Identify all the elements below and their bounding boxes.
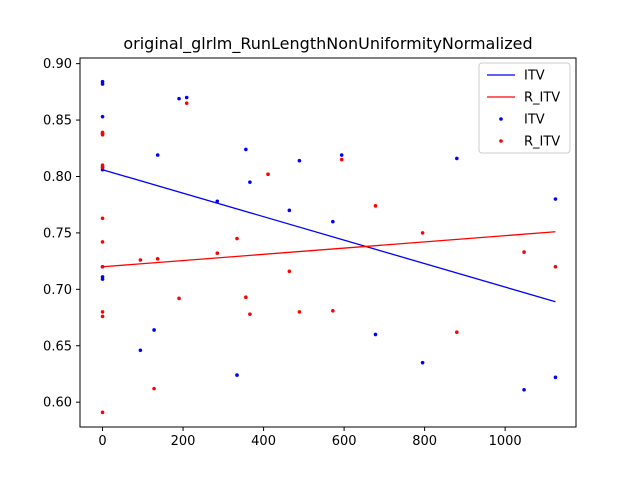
data-point-itv — [100, 82, 105, 86]
data-point-r-itv — [331, 308, 335, 313]
data-point-r-itv — [522, 250, 526, 254]
data-point-r-itv — [100, 240, 105, 244]
y-tick-label: 0.85 — [43, 114, 72, 129]
data-point-itv — [420, 360, 425, 365]
y-tick-label: 0.65 — [43, 339, 72, 354]
legend-marker-swatch — [499, 117, 503, 121]
legend-entry-label: R_ITV — [524, 135, 560, 150]
y-tick-label: 0.90 — [43, 57, 72, 72]
data-point-r-itv — [100, 132, 105, 137]
x-tick-label: 800 — [412, 434, 437, 449]
data-point-itv — [184, 95, 189, 100]
legend-box — [478, 62, 571, 154]
data-point-itv — [331, 219, 335, 224]
x-tick-label: 600 — [332, 434, 357, 449]
data-point-itv — [155, 153, 160, 157]
data-point-itv — [455, 156, 459, 161]
x-tick-label: 0 — [98, 434, 106, 449]
data-point-r-itv — [100, 310, 105, 314]
y-tick-label: 0.70 — [43, 283, 72, 298]
data-point-itv — [138, 348, 143, 353]
data-point-itv — [177, 96, 181, 101]
data-point-r-itv — [100, 314, 105, 319]
data-point-r-itv — [184, 101, 189, 105]
data-point-r-itv — [420, 231, 425, 235]
data-point-itv — [287, 208, 292, 213]
data-point-itv — [248, 180, 252, 184]
data-point-r-itv — [266, 172, 270, 177]
y-tick-label: 0.80 — [43, 170, 72, 185]
data-point-itv — [522, 387, 526, 392]
data-point-itv — [553, 375, 558, 380]
legend-entry-label: ITV — [524, 113, 545, 128]
x-tick-label: 400 — [251, 434, 276, 449]
data-point-r-itv — [100, 264, 105, 269]
data-point-r-itv — [235, 236, 239, 241]
data-point-r-itv — [155, 257, 160, 261]
legend-entry-label: R_ITV — [524, 91, 560, 106]
data-point-itv — [100, 277, 105, 281]
x-tick-label: 200 — [171, 434, 196, 449]
data-point-r-itv — [100, 410, 105, 415]
data-point-r-itv — [177, 296, 181, 301]
axes-frame — [79, 57, 577, 428]
plot-area: 0 200 400 600 800 1000 0.60 0.65 0.70 0.75 0.80 0.8… — [43, 57, 577, 449]
legend-entry-label: ITV — [524, 69, 545, 84]
data-point-itv — [373, 332, 378, 337]
data-point-r-itv — [138, 258, 143, 262]
x-tick-label: 1000 — [489, 434, 522, 449]
data-point-r-itv — [287, 269, 292, 274]
chart-title: original_glrlm_RunLengthNonUniformityNor… — [123, 34, 532, 54]
data-point-itv — [100, 114, 105, 119]
fit-line-r-itv — [102, 231, 556, 268]
data-point-r-itv — [297, 310, 302, 314]
legend-marker-swatch — [499, 139, 503, 143]
data-point-r-itv — [553, 264, 558, 269]
data-point-r-itv — [339, 157, 344, 162]
data-point-r-itv — [455, 330, 459, 335]
data-point-itv — [297, 158, 302, 163]
y-tick-label: 0.60 — [43, 396, 72, 411]
data-point-r-itv — [244, 295, 248, 300]
data-point-itv — [553, 197, 558, 201]
data-point-r-itv — [152, 386, 156, 391]
data-point-r-itv — [215, 251, 220, 256]
data-point-itv — [215, 199, 220, 204]
data-point-r-itv — [100, 216, 105, 221]
data-point-itv — [244, 147, 248, 152]
data-point-r-itv — [100, 165, 105, 170]
y-tick-label: 0.75 — [43, 226, 72, 241]
fit-line-itv — [102, 169, 556, 303]
data-point-itv — [235, 373, 239, 377]
data-point-r-itv — [248, 312, 252, 316]
data-point-itv — [339, 153, 344, 157]
data-point-r-itv — [373, 204, 378, 208]
data-point-itv — [152, 328, 156, 332]
legend: ITV R_ITV ITV R_ITV — [478, 62, 571, 154]
